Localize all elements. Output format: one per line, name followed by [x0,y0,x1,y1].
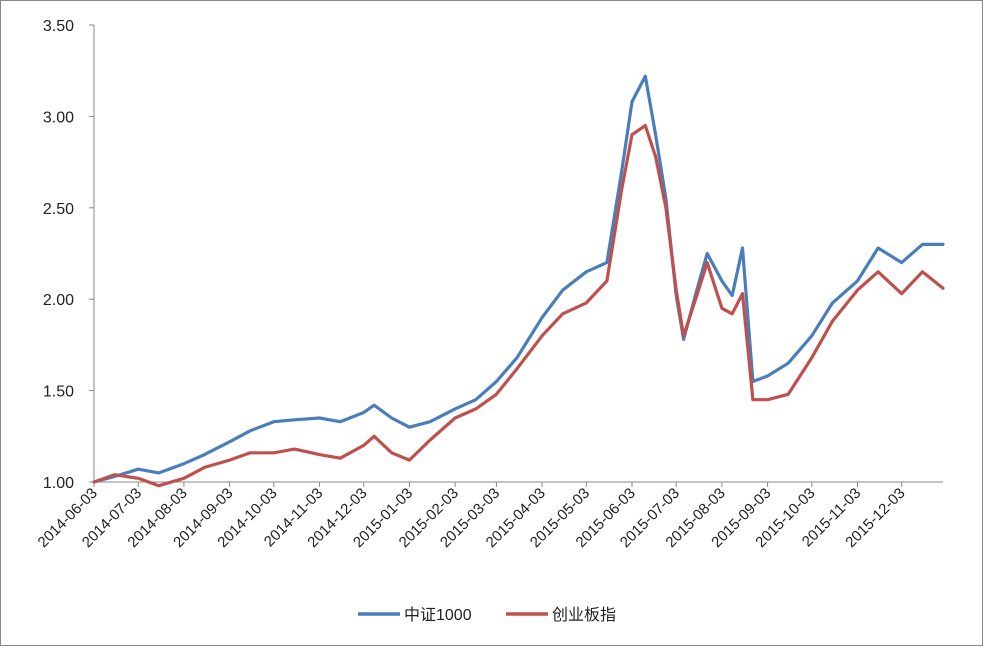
y-tick-label: 3.00 [43,109,74,126]
legend-label-0: 中证1000 [404,606,472,624]
series-line-1 [92,123,945,488]
series-group [92,74,945,488]
legend: 中证1000 创业板指 [358,606,616,624]
y-tick-label: 3.50 [43,18,74,35]
legend-label-1: 创业板指 [552,606,616,624]
y-axis: 1.00 1.50 2.00 2.50 3.00 3.50 [43,18,95,492]
y-tick-label: 1.50 [43,384,74,401]
y-tick-label: 1.00 [43,475,74,492]
y-tick-label: 2.50 [43,201,74,218]
x-axis: 2014-06-032014-07-032014-08-032014-09-03… [35,481,943,551]
series-line-0 [92,74,945,484]
y-tick-label: 2.00 [43,292,74,309]
